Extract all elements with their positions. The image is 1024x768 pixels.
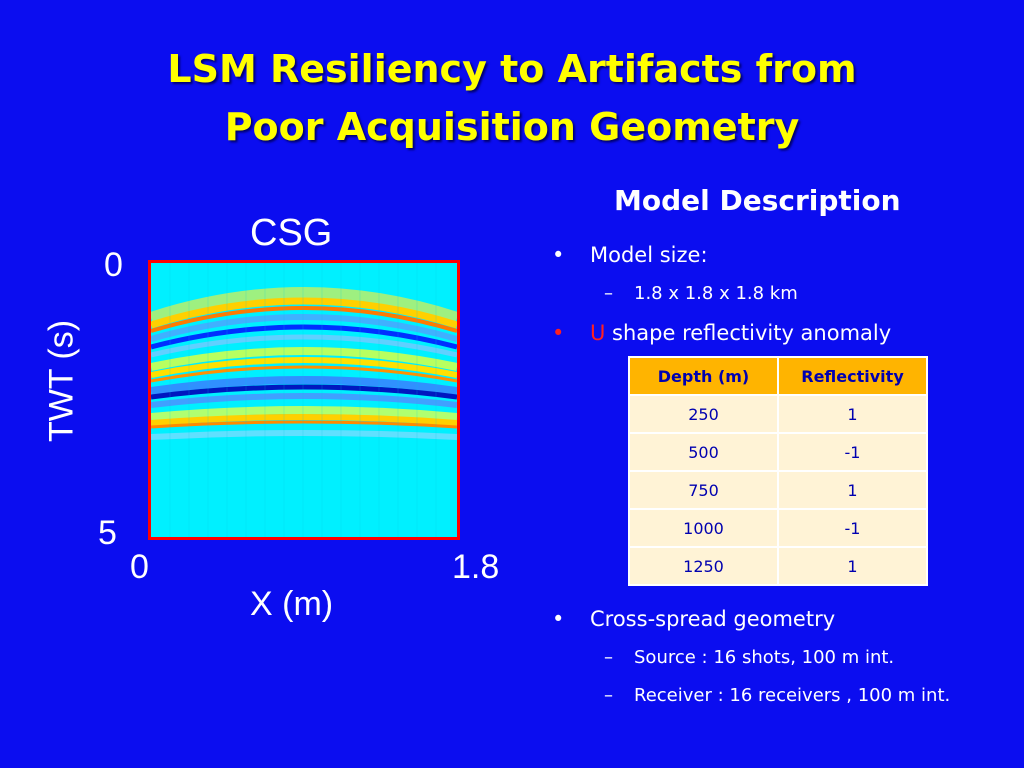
event-band: [151, 406, 457, 421]
anomaly-text: shape reflectivity anomaly: [605, 321, 892, 345]
reflectivity-table: Depth (m) Reflectivity 250 1 500 -1 750 …: [628, 356, 928, 586]
receiver-text: Receiver : 16 receivers , 100 m int.: [634, 685, 951, 706]
event-band: [151, 393, 457, 408]
model-size-label: Model size:: [590, 243, 708, 267]
bullet-model-size: •: [552, 243, 565, 267]
table-row: 750 1: [628, 470, 928, 510]
model-description-heading: Model Description: [614, 184, 901, 217]
figure-y-axis-label: TWT (s): [42, 319, 81, 443]
dash-model-size: –: [604, 283, 613, 304]
anomaly-line: U shape reflectivity anomaly: [590, 321, 891, 345]
header-depth: Depth (m): [628, 356, 779, 396]
event-band: [151, 357, 457, 378]
table-row: 500 -1: [628, 432, 928, 472]
event-band: [151, 365, 457, 383]
dash-receiver: –: [604, 685, 613, 706]
event-band: [151, 287, 457, 324]
event-band: [151, 297, 457, 329]
bullet-anomaly: •: [552, 321, 565, 345]
cell-reflectivity: -1: [777, 432, 928, 472]
bullet-geometry: •: [552, 607, 565, 631]
event-band: [151, 384, 457, 400]
dash-source: –: [604, 647, 613, 668]
table-row: 1250 1: [628, 546, 928, 586]
figure-x-axis-label: X (m): [250, 585, 334, 623]
event-band: [151, 414, 457, 426]
geometry-label: Cross-spread geometry: [590, 607, 836, 631]
csg-seismic-svg: [151, 263, 457, 537]
csg-seismic-image: [148, 260, 460, 540]
event-band: [151, 334, 457, 358]
source-text: Source : 16 shots, 100 m int.: [634, 647, 895, 668]
slide-title: LSM Resiliency to Artifacts from Poor Ac…: [0, 40, 1024, 156]
anomaly-u-letter: U: [590, 321, 606, 345]
cell-reflectivity: -1: [777, 508, 928, 548]
cell-depth: 1000: [628, 508, 779, 548]
slide-title-line-2: Poor Acquisition Geometry: [224, 105, 800, 149]
event-band: [151, 314, 457, 342]
y-tick-bottom: 5: [98, 514, 117, 552]
y-tick-top: 0: [104, 246, 123, 284]
x-tick-right: 1.8: [452, 548, 500, 586]
cell-depth: 750: [628, 470, 779, 510]
x-tick-left: 0: [130, 548, 149, 586]
event-band: [151, 347, 457, 371]
cell-reflectivity: 1: [777, 394, 928, 434]
model-size-value: 1.8 x 1.8 x 1.8 km: [634, 283, 798, 304]
cell-depth: 500: [628, 432, 779, 472]
cell-depth: 250: [628, 394, 779, 434]
cell-reflectivity: 1: [777, 470, 928, 510]
figure-title: CSG: [250, 212, 333, 254]
header-reflectivity: Reflectivity: [777, 356, 928, 396]
event-band: [151, 324, 457, 350]
event-band: [151, 420, 457, 429]
event-band: [151, 430, 457, 440]
table-header-row: Depth (m) Reflectivity: [628, 356, 928, 396]
cell-depth: 1250: [628, 546, 779, 586]
slide-title-line-1: LSM Resiliency to Artifacts from: [167, 47, 857, 91]
cell-reflectivity: 1: [777, 546, 928, 586]
event-band: [151, 306, 457, 333]
event-band: [151, 376, 457, 395]
table-row: 1000 -1: [628, 508, 928, 548]
table-row: 250 1: [628, 394, 928, 434]
